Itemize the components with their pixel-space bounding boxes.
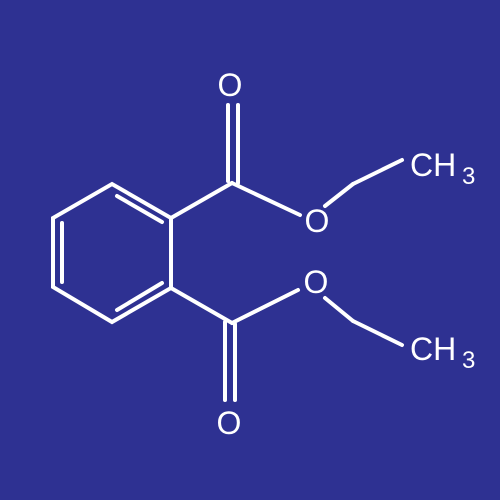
oxygen-label: O xyxy=(305,203,330,239)
oxygen-label: O xyxy=(218,67,243,103)
methyl-subscript: 3 xyxy=(462,163,475,190)
molecule-diagram: O O O O CH 3 CH 3 xyxy=(0,0,500,500)
methyl-subscript: 3 xyxy=(462,347,475,374)
oxygen-label: O xyxy=(217,405,242,441)
methyl-label: CH xyxy=(410,331,456,367)
oxygen-label: O xyxy=(304,264,329,300)
background xyxy=(0,0,500,500)
methyl-label: CH xyxy=(410,147,456,183)
